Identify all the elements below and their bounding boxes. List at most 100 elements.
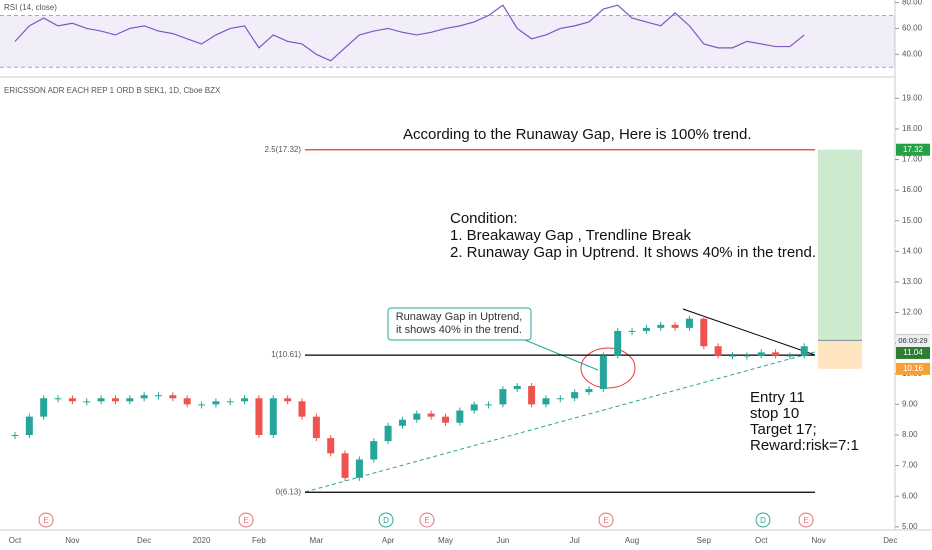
candle-body — [327, 438, 335, 454]
plan: stop 10 — [750, 405, 799, 422]
x-tick-label: Dec — [883, 536, 897, 545]
x-tick-label: Sep — [697, 536, 712, 545]
rsi-tick-label: 80.00 — [902, 0, 923, 7]
downtrend-line — [682, 308, 816, 356]
condition: Condition: — [450, 210, 518, 227]
symbol-title: ERICSSON ADR EACH REP 1 ORD B SEK1, 1D, … — [4, 86, 221, 95]
candle-body — [485, 404, 493, 406]
target-zone — [818, 149, 862, 341]
x-tick-label: Jun — [496, 536, 509, 545]
candle-body — [499, 389, 507, 405]
x-tick-label: Feb — [252, 536, 266, 545]
y-tick-label: 8.00 — [902, 430, 918, 439]
candle-body — [155, 395, 162, 397]
candle-body — [729, 355, 736, 357]
rsi-line — [14, 4, 805, 62]
candle-body — [83, 401, 91, 403]
candle-body — [470, 404, 478, 411]
countdown: 06:03:29 — [898, 336, 927, 345]
x-tick-label: 2020 — [193, 536, 211, 545]
event-label: E — [43, 516, 48, 525]
candle-body — [111, 398, 119, 402]
candle-body — [743, 355, 751, 357]
candle-body — [269, 398, 277, 435]
event-marker — [419, 512, 435, 528]
callout-text: Runaway Gap in Uptrend, — [396, 311, 523, 323]
price-tag — [896, 143, 930, 156]
x-tick-label: Nov — [811, 536, 825, 545]
event-label: D — [760, 516, 766, 525]
y-tick-label: 6.00 — [902, 491, 918, 500]
candle-body — [183, 398, 191, 405]
candle-body — [40, 398, 48, 417]
price-tag-label: 11.04 — [903, 348, 923, 357]
x-tick-label: Oct — [9, 536, 22, 545]
candle-body — [714, 346, 722, 356]
candle-body — [11, 434, 19, 436]
rsi-band — [0, 15, 895, 68]
candle-body — [542, 398, 550, 405]
headline: According to the Runaway Gap, Here is 10… — [403, 126, 752, 143]
candle-body — [370, 441, 378, 460]
candle-body — [126, 398, 134, 402]
x-tick-label: Nov — [65, 536, 79, 545]
rsi-tick-label: 40.00 — [902, 49, 923, 58]
y-tick-label: 15.00 — [902, 216, 923, 225]
gap-circle — [580, 347, 636, 389]
x-tick-label: Mar — [309, 536, 323, 545]
price-tag-label: 17.32 — [903, 145, 924, 154]
candle-body — [97, 398, 105, 402]
countdown-tag — [896, 334, 930, 347]
candle-body — [585, 389, 593, 393]
y-tick-label: 9.00 — [902, 399, 918, 408]
candle-body — [284, 398, 292, 402]
event-marker — [755, 512, 771, 528]
candle-body — [169, 395, 177, 399]
plan: Reward:risk=7:1 — [750, 437, 859, 454]
condition: 1. Breakaway Gap , Trendline Break — [450, 227, 691, 244]
candle-body — [614, 330, 622, 356]
y-tick-label: 12.00 — [902, 308, 923, 317]
candle-body — [198, 404, 206, 406]
candle-body — [571, 392, 579, 399]
candle-body — [427, 413, 435, 417]
candle-body — [384, 425, 392, 442]
candle-body — [68, 398, 76, 402]
callout-box — [387, 307, 532, 341]
price-tag — [896, 346, 930, 359]
rsi-tick-label: 60.00 — [902, 24, 923, 33]
callout-pointer — [519, 337, 599, 371]
y-tick-label: 5.00 — [902, 522, 918, 531]
event-label: E — [603, 516, 608, 525]
plan: Target 17; — [750, 421, 817, 438]
x-tick-label: Dec — [137, 536, 151, 545]
candle-body — [528, 386, 536, 405]
event-marker — [378, 512, 394, 528]
condition: 2. Runaway Gap in Uptrend. It shows 40% … — [450, 244, 816, 261]
level-label: 2.5(17.32) — [265, 145, 302, 154]
event-label: E — [424, 516, 429, 525]
x-tick-label: May — [438, 536, 453, 545]
candle-body — [413, 413, 421, 420]
price-tag — [896, 362, 930, 375]
candle-body — [786, 355, 794, 357]
event-marker — [598, 512, 614, 528]
x-tick-label: Apr — [382, 536, 395, 545]
y-tick-label: 14.00 — [902, 246, 923, 255]
candle-body — [25, 416, 33, 435]
x-tick-label: Aug — [625, 536, 639, 545]
candle-body — [657, 324, 665, 328]
x-tick-label: Jul — [570, 536, 580, 545]
event-marker — [238, 512, 254, 528]
y-tick-label: 19.00 — [902, 93, 923, 102]
candle-body — [341, 453, 349, 478]
candle-body — [757, 352, 765, 356]
candle-body — [772, 352, 780, 356]
candle-body — [456, 410, 464, 423]
plan: Entry 11 — [750, 389, 805, 406]
candle-body — [800, 346, 808, 356]
event-marker — [798, 512, 814, 528]
candle-body — [513, 386, 521, 390]
event-marker — [38, 512, 54, 528]
candle-body — [671, 324, 679, 328]
